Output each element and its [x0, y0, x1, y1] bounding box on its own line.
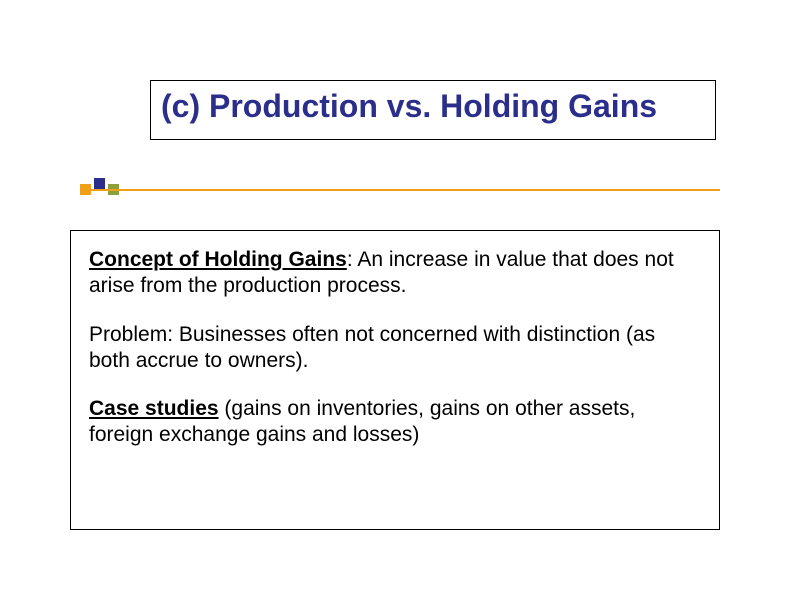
title-accent — [80, 175, 152, 195]
concept-lead: Concept of Holding Gains — [89, 248, 347, 271]
paragraph-problem: Problem: Businesses often not concerned … — [89, 322, 701, 375]
content-box: Concept of Holding Gains: An increase in… — [70, 230, 720, 530]
slide: { "title": "(c) Production vs. Holding G… — [0, 0, 792, 612]
slide-title: (c) Production vs. Holding Gains — [161, 87, 705, 125]
title-underline — [80, 189, 720, 195]
paragraph-case-studies: Case studies (gains on inventories, gain… — [89, 396, 701, 449]
paragraph-concept: Concept of Holding Gains: An increase in… — [89, 247, 701, 300]
title-box: (c) Production vs. Holding Gains — [150, 80, 716, 140]
accent-square-2 — [94, 178, 105, 189]
case-lead: Case studies — [89, 397, 219, 420]
